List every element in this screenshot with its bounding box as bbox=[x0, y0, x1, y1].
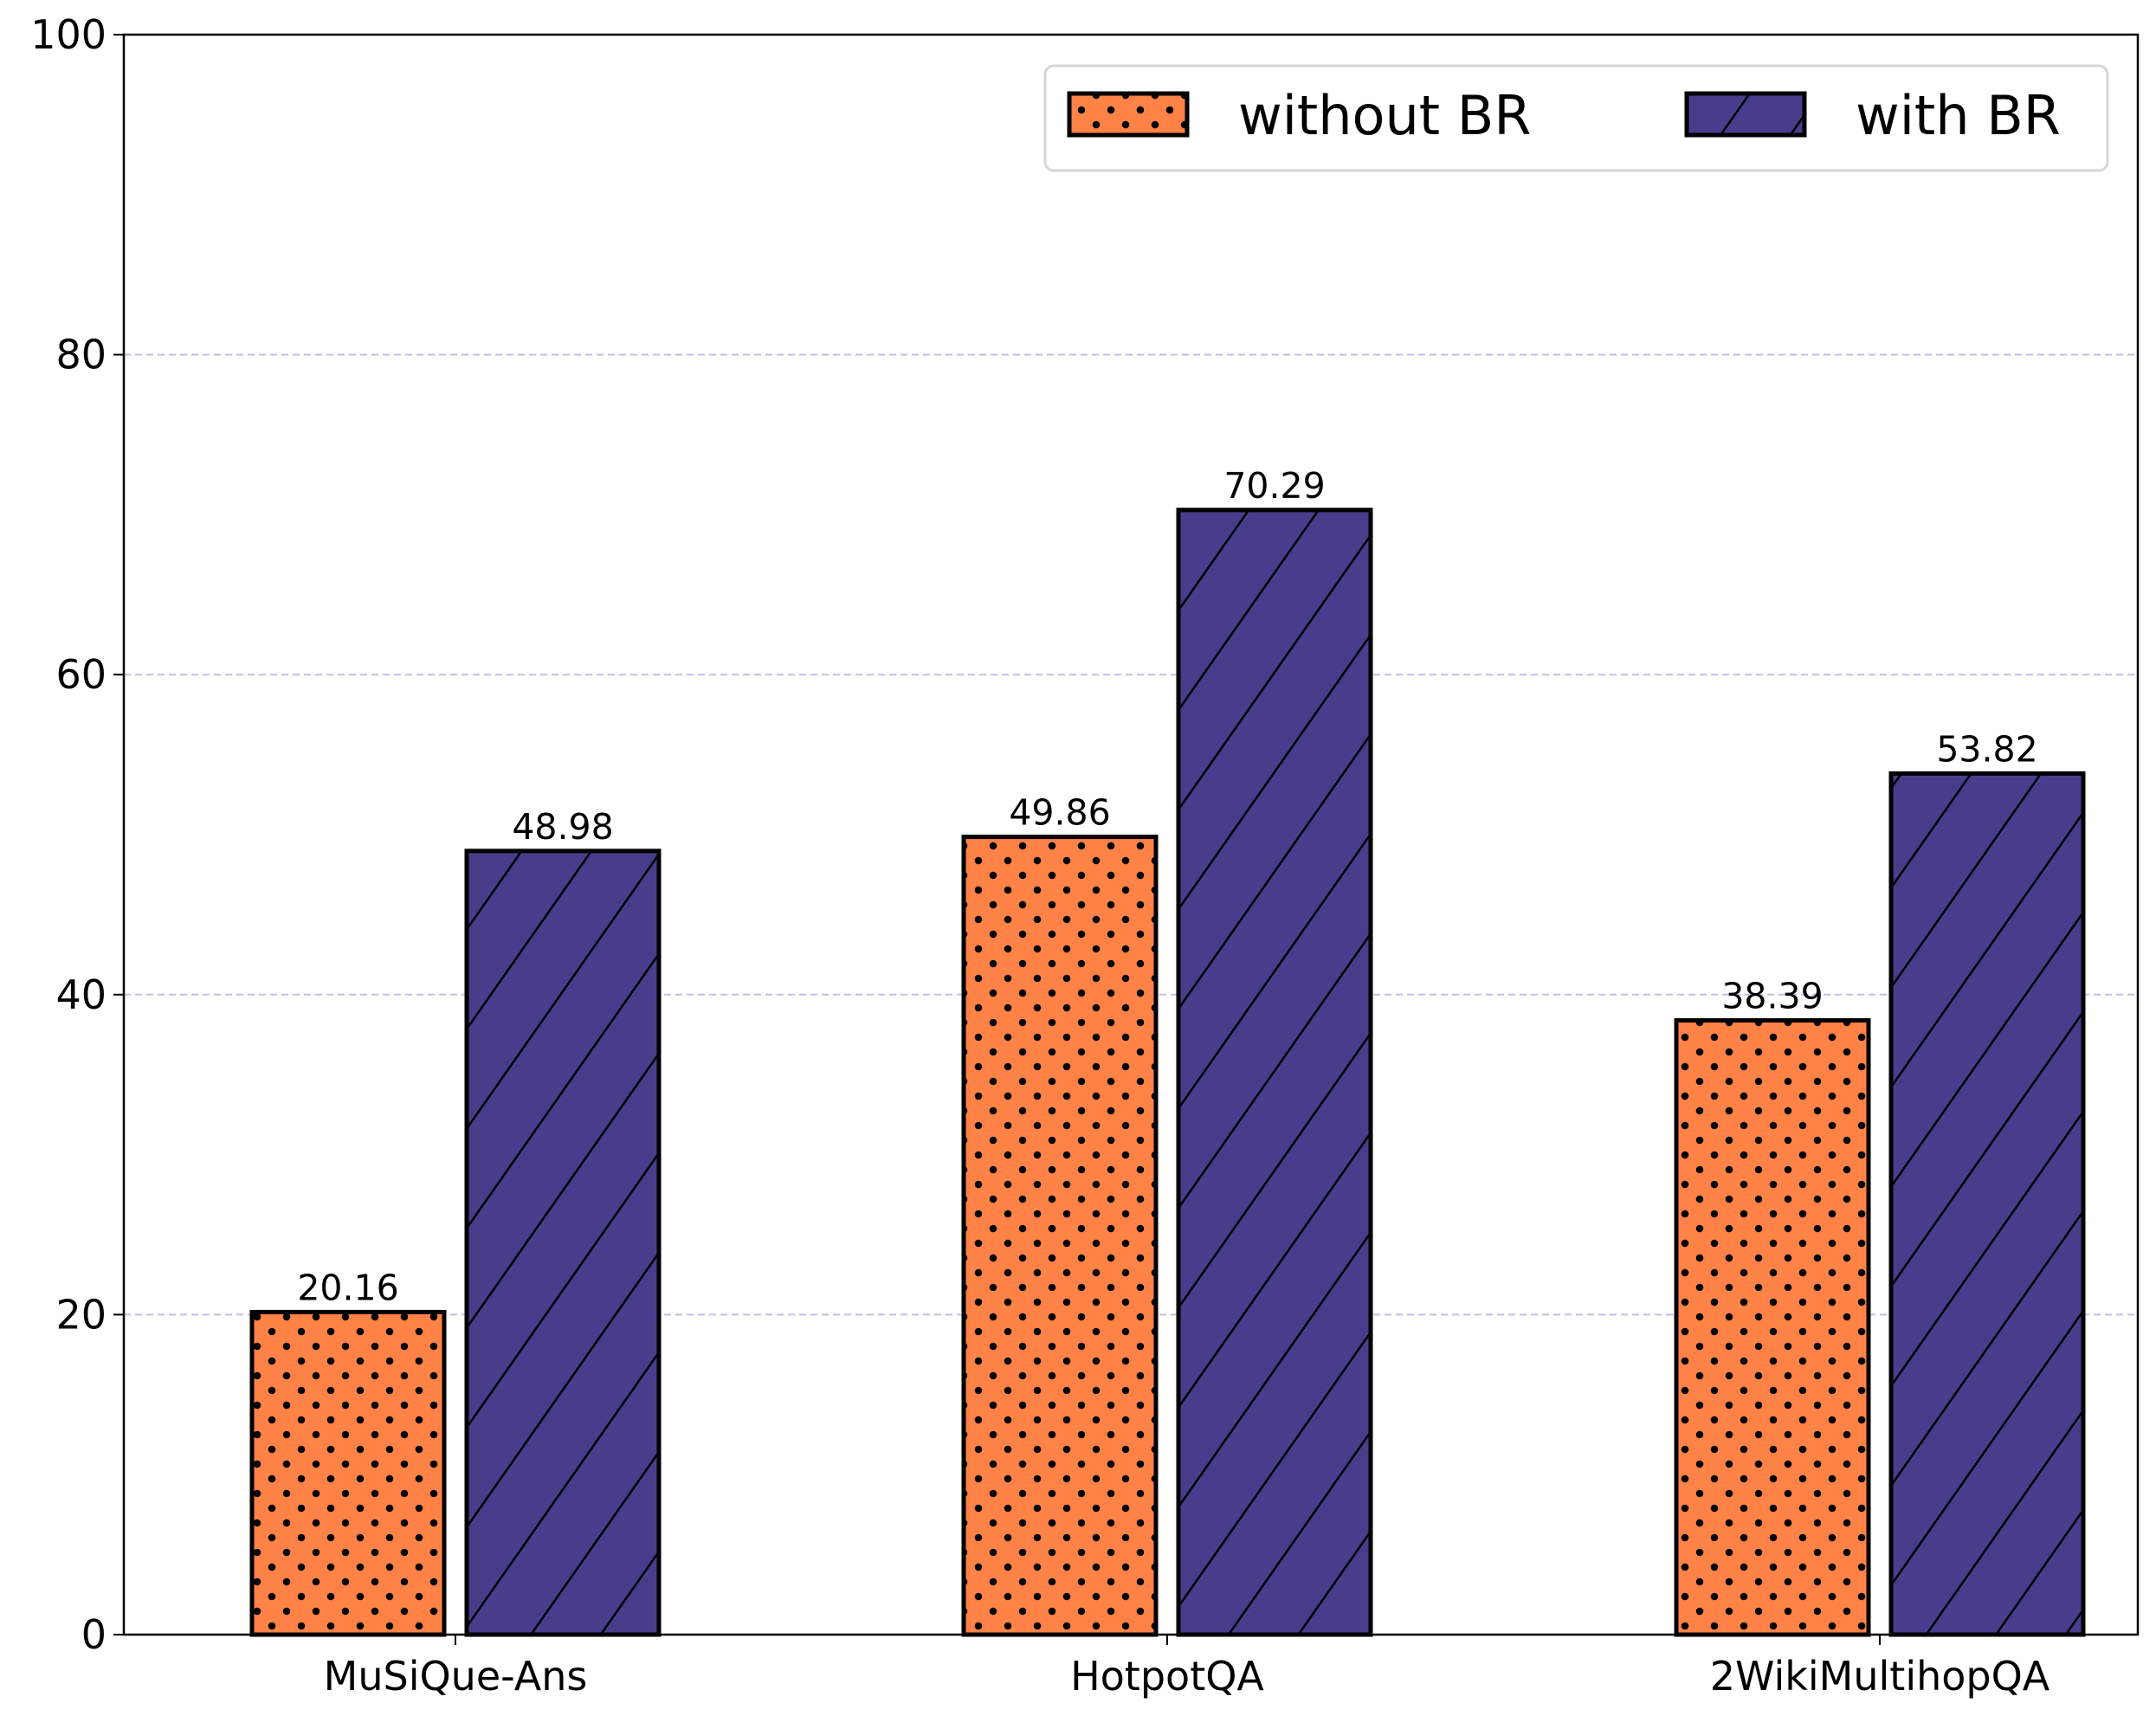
plot-frame bbox=[122, 33, 2140, 1636]
y-tick-label: 0 bbox=[81, 1611, 107, 1658]
legend-box bbox=[1043, 64, 2109, 172]
data-label: 53.82 bbox=[1936, 728, 2037, 770]
data-label: 49.86 bbox=[1009, 792, 1110, 834]
y-tick-label: 80 bbox=[55, 332, 107, 378]
y-tick-label: 60 bbox=[55, 651, 107, 698]
x-tick-label: HotpotQA bbox=[1070, 1653, 1264, 1700]
bars: 20.16 49.86 38.39 48.98 70.29 53.82 bbox=[249, 465, 2086, 1637]
data-label: 20.16 bbox=[297, 1267, 398, 1308]
x-tick-label: MuSiQue-Ans bbox=[324, 1653, 588, 1700]
data-label: 38.39 bbox=[1721, 976, 1823, 1017]
legend-label: with BR bbox=[1856, 84, 2061, 147]
bar-without-br bbox=[961, 835, 1159, 1637]
bar-with-br bbox=[1176, 507, 1373, 1637]
bar-without-br bbox=[1674, 1018, 1871, 1637]
bar-without-br bbox=[249, 1309, 447, 1637]
bar-with-br bbox=[464, 848, 662, 1637]
y-tick-label: 100 bbox=[30, 11, 107, 58]
y-tick-label: 40 bbox=[55, 971, 107, 1018]
legend-swatch-without-br bbox=[1067, 91, 1190, 138]
legend: without BR with BR bbox=[1043, 64, 2109, 172]
legend-label: without BR bbox=[1238, 84, 1531, 147]
legend-swatch-with-br bbox=[1684, 91, 1807, 138]
y-tick-label: 20 bbox=[55, 1291, 107, 1338]
bar-with-br bbox=[1888, 771, 2086, 1637]
axes: 0 20 40 60 80 100 MuSiQue-Ans HotpotQA 2WikiMult… bbox=[30, 11, 2140, 1700]
data-label: 48.98 bbox=[512, 806, 613, 848]
data-label: 70.29 bbox=[1223, 465, 1325, 506]
x-tick-label: 2WikiMultihopQA bbox=[1710, 1653, 2050, 1700]
